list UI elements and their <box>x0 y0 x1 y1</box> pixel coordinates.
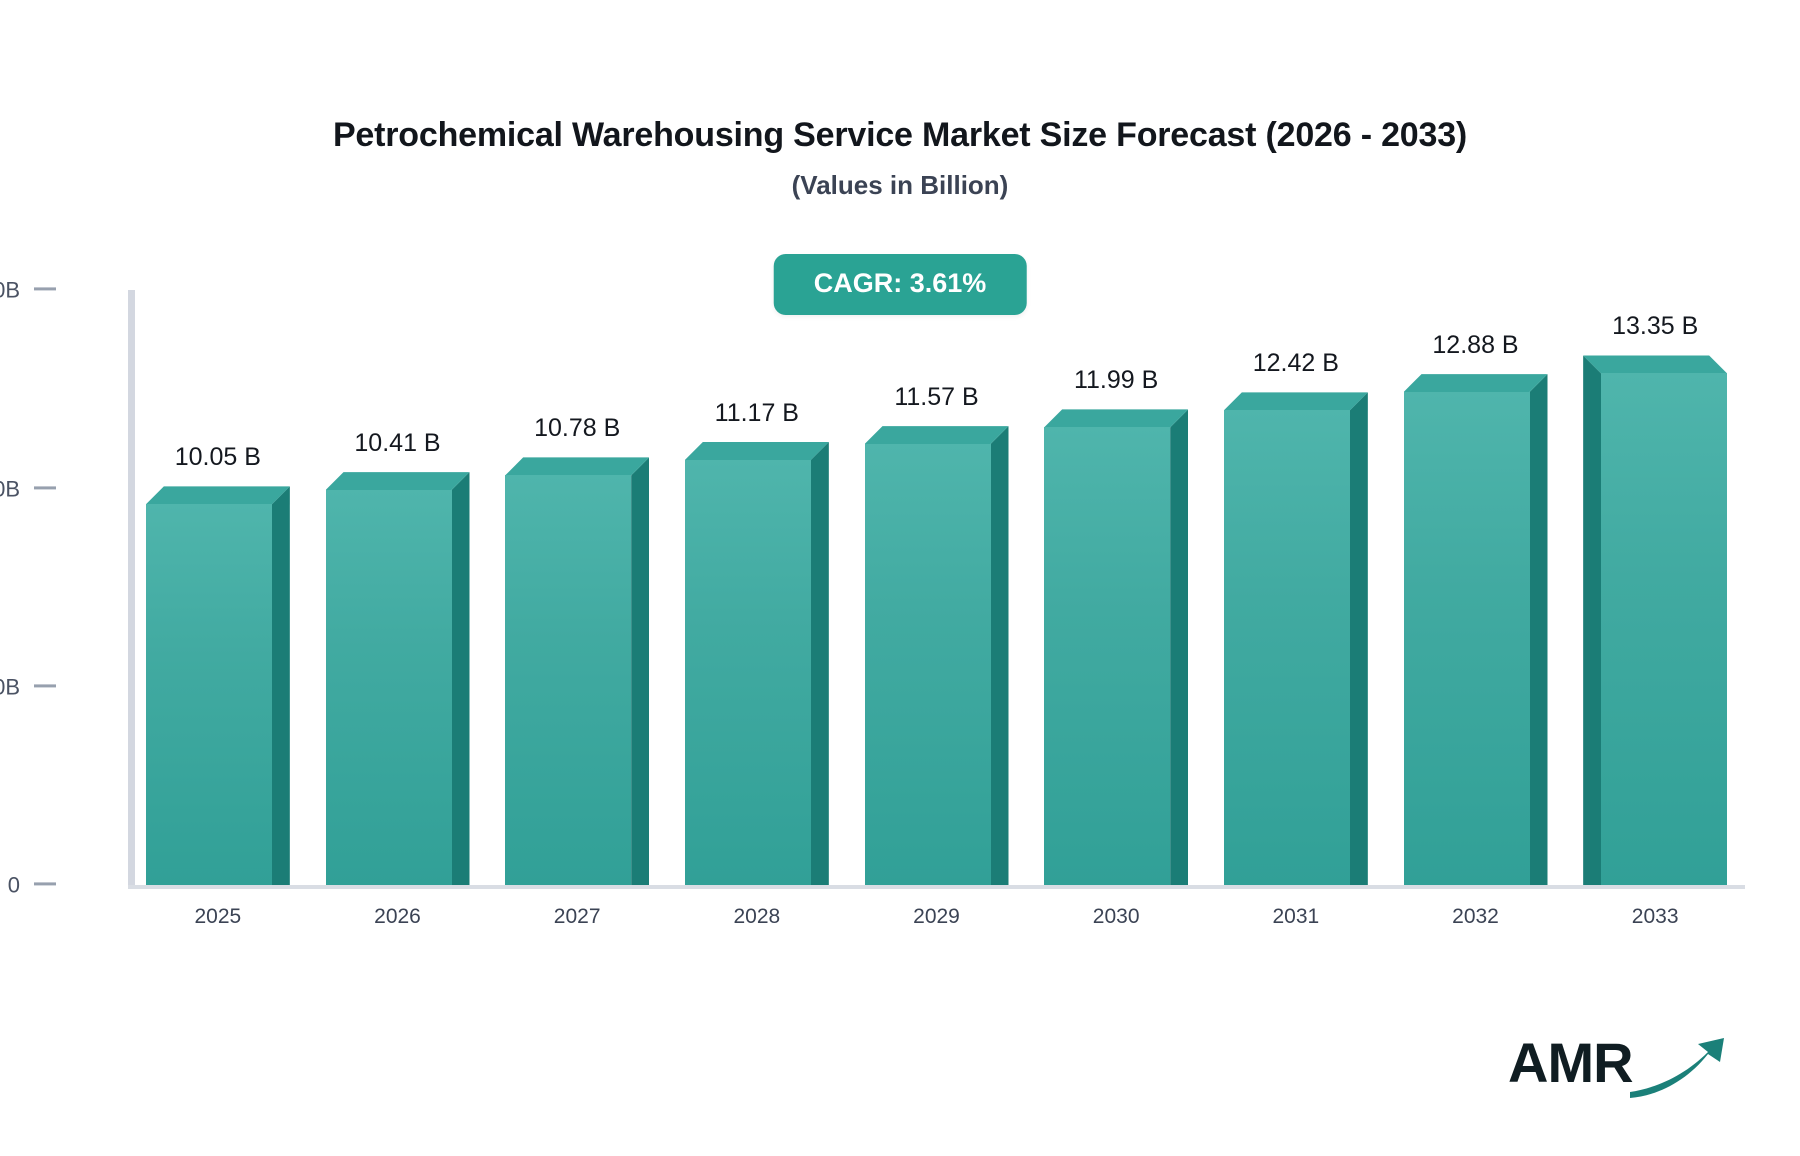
bar-top-face <box>864 426 1009 445</box>
bar-value-label: 12.42 B <box>1252 349 1339 378</box>
x-axis-tick-label: 2030 <box>1092 905 1140 928</box>
bar-front-face <box>1223 410 1350 885</box>
bar-side-face <box>810 441 829 885</box>
bar-column: 10.41 B <box>325 429 470 885</box>
y-axis-tick-mark <box>34 684 56 688</box>
y-axis-tick: 15.0B <box>0 276 56 303</box>
bar-value-label: 10.78 B <box>534 414 621 443</box>
y-axis-tick-mark <box>34 882 56 886</box>
bar-column: 10.78 B <box>505 414 650 885</box>
x-axis-tick-label: 2033 <box>1631 905 1679 928</box>
bar-3d <box>864 426 1009 885</box>
bar-column: 11.57 B <box>864 383 1009 885</box>
x-axis-tick-label: 2028 <box>733 905 781 928</box>
y-axis-tick-mark <box>34 287 56 291</box>
bar-column: 12.88 B <box>1403 331 1548 885</box>
bar-side-face <box>1170 409 1189 885</box>
bar-column: 11.99 B <box>1044 366 1189 885</box>
bar-value-label: 13.35 B <box>1612 312 1699 341</box>
bar-front-face <box>1601 373 1728 885</box>
bar-front-face <box>864 444 991 885</box>
x-axis-tick-label: 2029 <box>913 905 960 928</box>
bar-front-face <box>1044 427 1171 885</box>
y-axis-tick-label: 5.0B <box>0 674 20 700</box>
growth-arrow-icon <box>1628 1036 1738 1111</box>
y-axis-tick: 5.0B <box>0 673 56 700</box>
bar-value-label: 11.57 B <box>894 383 979 412</box>
amr-logo: AMR <box>1508 1022 1738 1112</box>
x-axis-tick-label: 2025 <box>194 905 242 928</box>
bar-side-face <box>1349 392 1368 885</box>
bar-top-face <box>684 441 829 460</box>
logo-text: AMR <box>1508 1031 1634 1094</box>
bar-front-face <box>684 459 811 885</box>
y-axis-tick-label: 10.0B <box>0 475 20 501</box>
bar-side-face <box>990 426 1009 885</box>
bar-value-label: 11.17 B <box>714 398 799 427</box>
bar-3d <box>325 472 470 885</box>
bar-side-face <box>1529 374 1548 885</box>
bar-column: 11.17 B <box>684 399 829 885</box>
bar-column: 13.35 B <box>1583 312 1728 885</box>
bar-value-label: 10.41 B <box>354 429 441 458</box>
bar-3d <box>505 457 650 885</box>
bar-front-face <box>1403 392 1530 885</box>
bar-front-face <box>145 504 272 885</box>
bar-side-face <box>631 457 650 885</box>
bar-side-face <box>1583 355 1602 885</box>
bar-3d <box>1223 392 1368 885</box>
x-axis-tick-label: 2026 <box>374 905 421 928</box>
cagr-badge: CAGR: 3.61% <box>773 254 1027 315</box>
bar-side-face <box>451 472 470 885</box>
bar-top-face <box>1403 374 1548 393</box>
bar-top-face <box>1583 355 1728 374</box>
x-axis-tick-label: 2031 <box>1272 905 1320 928</box>
bar-3d <box>1044 409 1189 885</box>
x-axis-tick-label: 2032 <box>1452 905 1499 928</box>
bar-value-label: 10.05 B <box>174 443 261 472</box>
y-axis-line <box>128 290 135 885</box>
y-axis-tick: 0 <box>0 871 56 898</box>
y-axis-tick-mark <box>34 485 56 489</box>
bar-3d <box>1583 355 1728 885</box>
plot-area: 15.0B 10.0B 5.0B 0 10.05 B 10.41 B 10.78 B 11.… <box>0 278 1745 928</box>
page-title: Petrochemical Warehousing Service Market… <box>332 116 1468 154</box>
bar-front-face <box>505 475 632 885</box>
y-axis-tick: 10.0B <box>0 475 56 502</box>
x-axis-line <box>128 885 1745 889</box>
page-subtitle: (Values in Billion) <box>791 170 1009 200</box>
bar-value-label: 12.88 B <box>1432 331 1519 360</box>
bar-top-face <box>505 457 650 476</box>
bar-3d <box>684 441 829 885</box>
bar-top-face <box>1044 409 1189 428</box>
bar-3d <box>1403 374 1548 885</box>
bar-top-face <box>325 472 470 491</box>
bar-front-face <box>325 490 452 885</box>
bar-top-face <box>145 486 290 505</box>
bar-value-label: 11.99 B <box>1073 366 1159 395</box>
bar-3d <box>145 486 290 885</box>
y-axis-tick-label: 0 <box>7 872 20 898</box>
bar-column: 10.05 B <box>145 443 290 885</box>
x-axis-tick-label: 2027 <box>553 905 601 928</box>
y-axis-tick-label: 15.0B <box>0 277 20 303</box>
bar-top-face <box>1223 392 1368 411</box>
bar-column: 12.42 B <box>1223 349 1368 885</box>
bar-side-face <box>271 486 290 885</box>
